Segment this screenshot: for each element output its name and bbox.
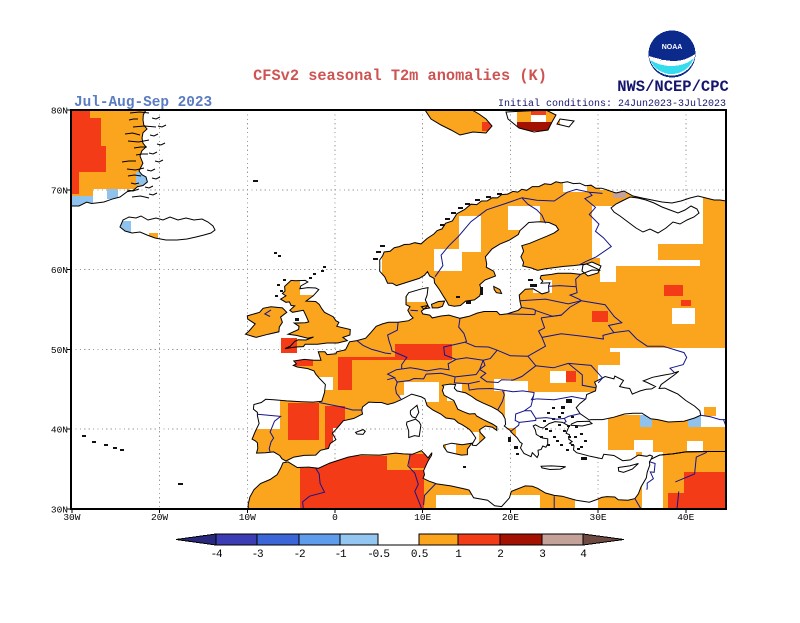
svg-text:-3: -3	[252, 549, 263, 561]
svg-text:Jul-Aug-Sep 2023: Jul-Aug-Sep 2023	[74, 95, 212, 111]
svg-text:30E: 30E	[590, 512, 607, 523]
svg-text:30W: 30W	[63, 512, 80, 523]
svg-text:Initial conditions: 24Jun2023-: Initial conditions: 24Jun2023-3Jul2023	[498, 98, 726, 110]
svg-text:3: 3	[539, 549, 545, 561]
svg-text:40E: 40E	[677, 512, 694, 523]
svg-text:-0.5: -0.5	[367, 549, 389, 561]
svg-text:0.5: 0.5	[411, 549, 428, 561]
svg-text:20W: 20W	[151, 512, 168, 523]
svg-text:CFSv2 seasonal T2m anomalies (: CFSv2 seasonal T2m anomalies (K)	[253, 67, 547, 85]
svg-text:2: 2	[497, 549, 503, 561]
svg-text:10E: 10E	[414, 512, 431, 523]
svg-text:20E: 20E	[502, 512, 519, 523]
svg-text:-2: -2	[294, 549, 305, 561]
svg-text:NWS/NCEP/CPC: NWS/NCEP/CPC	[617, 78, 729, 96]
svg-text:10W: 10W	[239, 512, 256, 523]
svg-text:1: 1	[455, 549, 462, 561]
svg-text:30N: 30N	[51, 505, 68, 516]
svg-text:50N: 50N	[51, 345, 68, 356]
svg-text:40N: 40N	[51, 425, 68, 436]
svg-text:60N: 60N	[51, 265, 68, 276]
svg-text:70N: 70N	[51, 185, 68, 196]
svg-text:-1: -1	[335, 549, 347, 561]
svg-text:0: 0	[332, 512, 338, 523]
svg-text:80N: 80N	[51, 106, 68, 117]
svg-text:4: 4	[580, 549, 587, 561]
svg-text:-4: -4	[211, 549, 223, 561]
svg-text:NOAA: NOAA	[662, 44, 683, 51]
